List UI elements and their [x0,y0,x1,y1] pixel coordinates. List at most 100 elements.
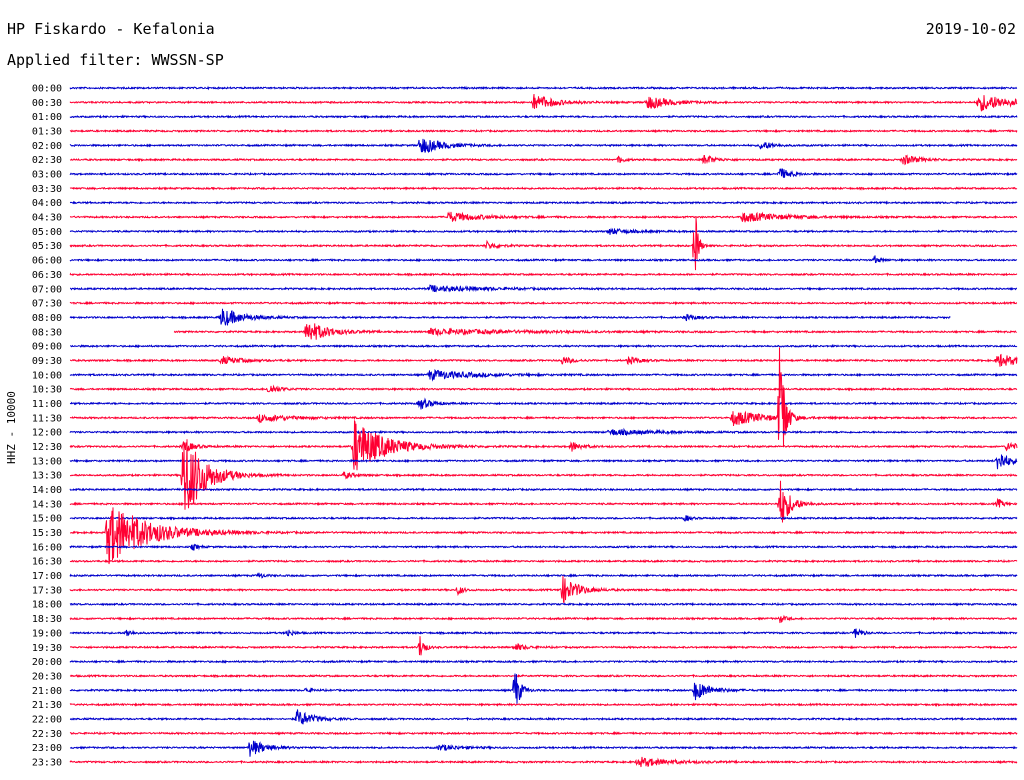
row-time-label: 00:00 [32,84,62,95]
row-time-label: 14:00 [32,485,62,496]
seismic-trace-2030 [69,673,1018,679]
row-time-label: 16:00 [32,542,62,553]
filter-label: Applied filter: WWSSN-SP [7,51,224,69]
seismic-trace-0330 [69,186,1018,191]
row-time-label: 13:30 [32,471,62,482]
seismic-trace-1030 [69,384,1018,393]
row-time-label: 06:30 [32,270,62,281]
seismic-trace-0800 [69,308,951,326]
trace-group [69,85,1018,768]
row-time-label: 23:30 [32,757,62,768]
seismic-trace-0230 [69,154,1018,166]
seismic-trace-0900 [69,343,1018,349]
row-time-label: 22:00 [32,714,62,725]
row-time-label: 04:00 [32,198,62,209]
row-time-label: 10:30 [32,385,62,396]
seismic-trace-1700 [69,572,1018,579]
row-time-label: 05:00 [32,227,62,238]
row-time-label: 09:30 [32,356,62,367]
row-time-label: 02:30 [32,155,62,166]
seismic-trace-0000 [69,85,1018,91]
seismic-trace-0630 [69,272,1018,277]
seismic-trace-2200 [69,709,1018,725]
row-time-label: 00:30 [32,98,62,109]
row-time-label: 12:30 [32,442,62,453]
seismic-trace-0700 [69,284,1018,293]
seismic-trace-2230 [69,730,1018,736]
row-time-label: 12:00 [32,428,62,439]
seismic-trace-0430 [69,211,1018,223]
seismic-trace-1430 [69,480,1018,523]
tick-label-group: 00:00 00:30 01:00 01:30 02:00 02:30 03:00 03:30… [32,84,62,769]
seismic-trace-1000 [69,368,1018,382]
row-time-label: 15:30 [32,528,62,539]
row-time-label: 19:00 [32,628,62,639]
row-time-label: 16:30 [32,557,62,568]
row-time-label: 01:00 [32,112,62,123]
seismic-trace-0130 [69,128,1018,134]
row-time-label: 02:00 [32,141,62,152]
seismic-trace-1800 [69,601,1018,607]
seismic-trace-0200 [69,138,1018,154]
seismic-trace-1300 [69,454,1018,470]
seismic-trace-0030 [69,93,1018,112]
row-time-label: 09:00 [32,342,62,353]
seismic-trace-1900 [69,628,1018,638]
row-time-label: 18:30 [32,614,62,625]
row-time-label: 20:00 [32,657,62,668]
row-time-label: 03:00 [32,170,62,181]
seismic-trace-1400 [69,487,1018,492]
row-time-label: 07:00 [32,284,62,295]
seismic-trace-1130 [69,347,1018,448]
seismic-trace-1730 [69,575,1018,604]
record-date: 2019-10-02 [925,20,1016,38]
seismic-trace-1100 [69,397,1018,410]
row-time-label: 21:00 [32,686,62,697]
row-time-label: 18:00 [32,600,62,611]
row-time-label: 19:30 [32,643,62,654]
seismic-trace-1200 [69,427,1018,437]
seismic-trace-0100 [69,114,1018,120]
row-time-label: 08:00 [32,313,62,324]
seismic-trace-0600 [69,255,1018,264]
seismic-trace-0400 [69,200,1018,206]
row-time-label: 11:00 [32,399,62,410]
row-time-label: 03:30 [32,184,62,195]
seismic-trace-2000 [69,659,1018,664]
seismic-trace-0730 [69,300,1018,306]
seismic-trace-2300 [69,740,1018,757]
row-time-label: 20:30 [32,671,62,682]
seismic-trace-1830 [69,614,1018,624]
seismic-trace-2100 [69,673,1018,704]
row-time-label: 05:30 [32,241,62,252]
seismic-trace-0500 [69,227,1018,235]
seismic-trace-1500 [69,515,1018,522]
row-time-label: 13:00 [32,456,62,467]
seismic-trace-0300 [69,168,1018,178]
row-time-label: 01:30 [32,127,62,138]
seismic-trace-2330 [69,756,1018,768]
row-time-label: 17:30 [32,585,62,596]
row-time-label: 07:30 [32,299,62,310]
row-time-label: 15:00 [32,514,62,525]
seismic-trace-1330 [69,439,1018,510]
seismic-trace-2130 [69,702,1018,707]
seismic-trace-1600 [69,543,1018,551]
seismic-trace-1230 [69,419,1018,471]
row-time-label: 23:00 [32,743,62,754]
row-time-label: 06:00 [32,256,62,267]
row-time-label: 11:30 [32,413,62,424]
row-time-label: 22:30 [32,729,62,740]
row-time-label: 08:30 [32,327,62,338]
seismic-trace-0930 [69,353,1018,367]
seismic-trace-0830 [173,323,1017,340]
row-time-label: 04:30 [32,213,62,224]
seismic-trace-1630 [69,558,1018,564]
row-time-label: 21:30 [32,700,62,711]
seismic-trace-1930 [69,636,1018,656]
seismic-trace-0530 [69,217,1018,271]
row-time-label: 17:00 [32,571,62,582]
row-time-label: 10:00 [32,370,62,381]
seismic-trace-1530 [69,507,1018,565]
